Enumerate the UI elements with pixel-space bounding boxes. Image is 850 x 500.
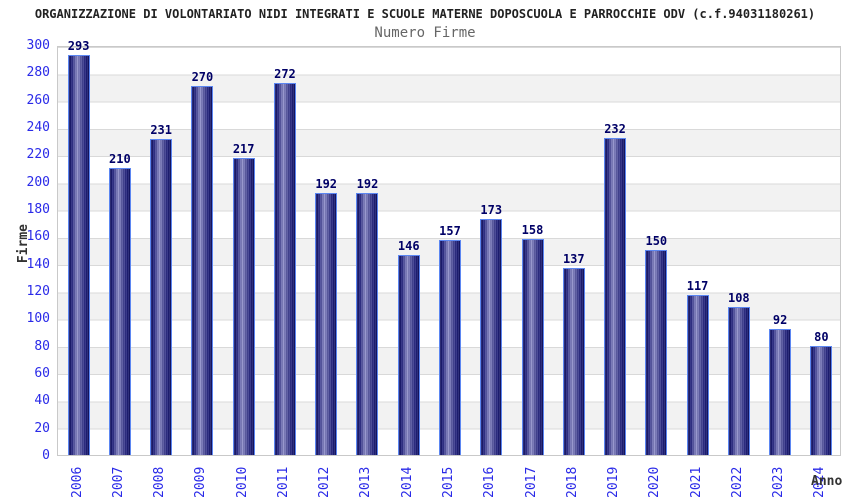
y-tick-label: 20 bbox=[34, 420, 50, 436]
x-tick-label: 2023 bbox=[771, 466, 787, 498]
bar-value-label: 92 bbox=[772, 313, 788, 328]
bar bbox=[562, 267, 585, 455]
bar bbox=[232, 158, 255, 455]
bar-value-label: 272 bbox=[274, 67, 296, 82]
x-tick-label: 2012 bbox=[317, 466, 333, 498]
bar bbox=[315, 192, 338, 455]
bar bbox=[273, 83, 296, 455]
x-tick-label: 2022 bbox=[729, 466, 745, 498]
bar bbox=[67, 54, 90, 455]
y-tick-label: 160 bbox=[26, 229, 50, 245]
bar-value-label: 80 bbox=[814, 329, 829, 344]
y-tick-label: 200 bbox=[26, 174, 50, 190]
bar bbox=[645, 250, 668, 455]
y-tick-label: 80 bbox=[34, 338, 50, 354]
x-tick-label: 2009 bbox=[193, 466, 209, 498]
x-tick-label: 2010 bbox=[234, 466, 250, 498]
x-tick-label: 2018 bbox=[564, 466, 580, 498]
bar-value-label: 146 bbox=[397, 239, 420, 254]
x-tick-label: 2017 bbox=[523, 466, 539, 498]
bar-value-label: 117 bbox=[686, 279, 709, 294]
x-tick-label: 2013 bbox=[358, 466, 374, 498]
bar-value-label: 210 bbox=[109, 152, 131, 166]
bar bbox=[191, 86, 214, 455]
bar bbox=[521, 239, 544, 455]
y-tick-label: 120 bbox=[26, 284, 50, 299]
x-tick-label: 2014 bbox=[399, 466, 415, 498]
x-axis-title: Anno bbox=[811, 474, 843, 489]
x-tick-label: 2006 bbox=[69, 466, 85, 498]
y-tick-label: 280 bbox=[26, 65, 50, 81]
y-tick-label: 180 bbox=[26, 202, 50, 217]
chart-title: ORGANIZZAZIONE DI VOLONTARIATO NIDI INTE… bbox=[34, 7, 816, 21]
y-tick-label: 260 bbox=[26, 92, 50, 108]
y-axis-title: Firme bbox=[16, 224, 31, 264]
bar-value-label: 270 bbox=[191, 70, 214, 84]
bar-value-label: 232 bbox=[604, 121, 626, 136]
bar-value-label: 293 bbox=[67, 38, 90, 53]
y-tick-label: 220 bbox=[26, 147, 50, 163]
x-tick-label: 2015 bbox=[441, 466, 456, 498]
x-tick-label: 2016 bbox=[482, 466, 498, 498]
bar-value-label: 137 bbox=[562, 251, 585, 266]
x-tick-label: 2007 bbox=[110, 466, 126, 498]
bar bbox=[604, 137, 627, 455]
bar bbox=[810, 345, 833, 455]
bar-value-label: 217 bbox=[232, 142, 255, 157]
bar-value-label: 157 bbox=[439, 224, 461, 239]
bar bbox=[727, 307, 750, 455]
bar-value-label: 173 bbox=[480, 202, 503, 217]
bar bbox=[150, 139, 173, 455]
y-tick-label: 140 bbox=[26, 256, 50, 272]
bar bbox=[356, 192, 379, 455]
y-tick-label: 40 bbox=[34, 393, 50, 409]
x-tick-label: 2019 bbox=[606, 466, 622, 498]
bar bbox=[769, 329, 792, 455]
plot-area: 293 210 231 270 217 272 192 192 146 157 173 158 137 2… bbox=[57, 39, 841, 456]
bar-value-label: 158 bbox=[521, 223, 544, 238]
y-tick-label: 60 bbox=[34, 366, 50, 381]
y-tick-label: 300 bbox=[26, 38, 50, 53]
bar bbox=[108, 168, 131, 455]
bar bbox=[480, 218, 503, 455]
y-tick-label: 0 bbox=[42, 448, 50, 463]
y-tick-label: 240 bbox=[26, 120, 50, 135]
bar-value-label: 192 bbox=[356, 176, 379, 191]
x-tick-label: 2021 bbox=[688, 466, 704, 498]
bar bbox=[439, 240, 461, 455]
bar-value-label: 108 bbox=[727, 291, 750, 306]
bar-value-label: 192 bbox=[315, 176, 338, 191]
y-tick-label: 100 bbox=[26, 311, 50, 327]
x-tick-label: 2008 bbox=[152, 466, 168, 498]
x-tick-label: 2020 bbox=[647, 466, 663, 498]
bar-value-label: 150 bbox=[645, 234, 668, 248]
x-tick-label: 2011 bbox=[275, 466, 291, 498]
bar bbox=[686, 295, 709, 455]
chart-subtitle: Numero Firme bbox=[374, 25, 476, 41]
bar-value-label: 231 bbox=[150, 123, 172, 138]
bar bbox=[397, 255, 420, 455]
